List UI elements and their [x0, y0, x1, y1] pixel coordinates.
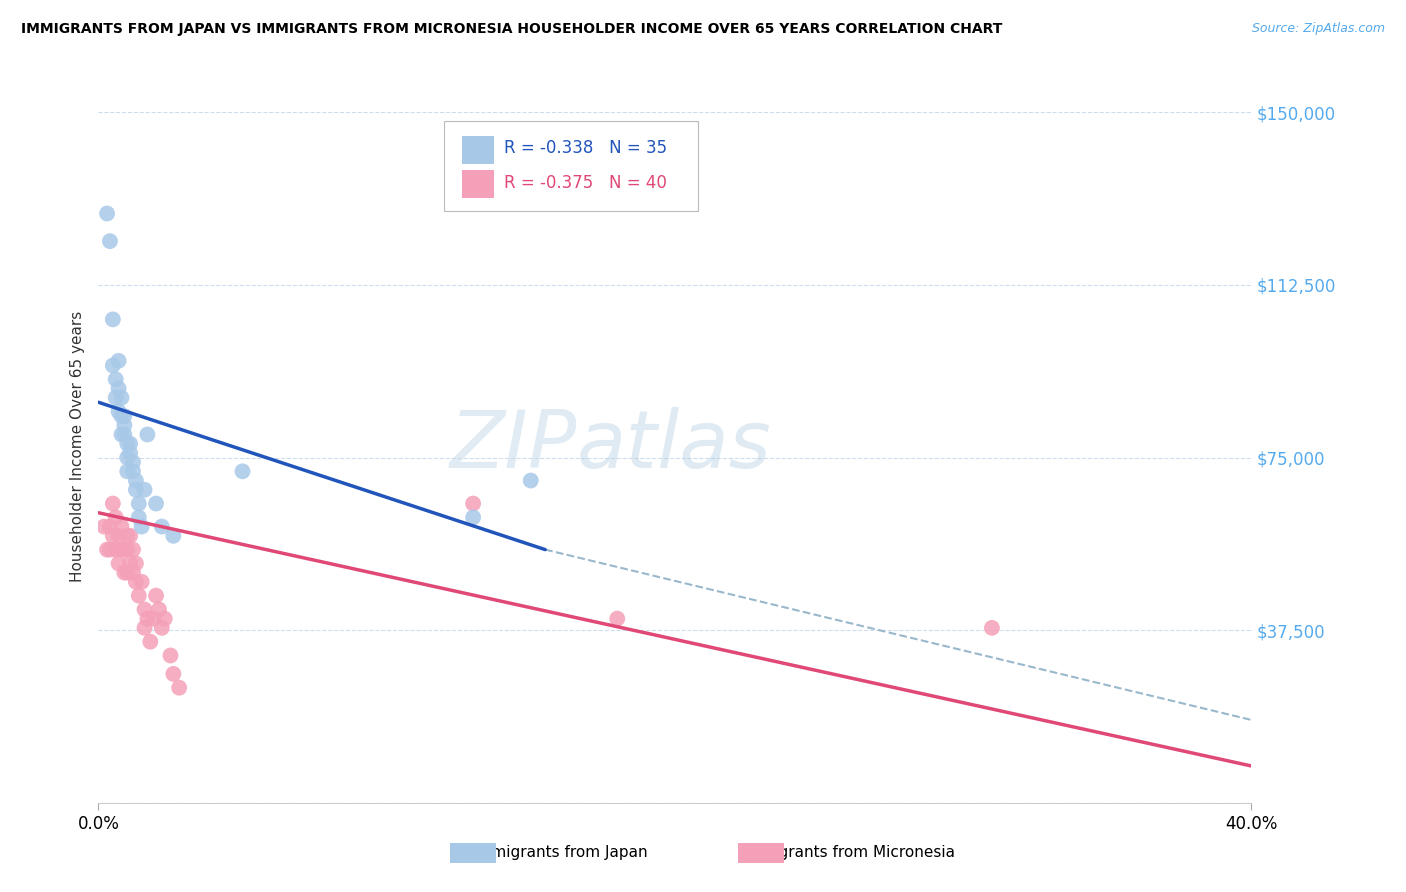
- Point: [122, 464, 145, 478]
- Point: [122, 566, 145, 580]
- Point: [110, 519, 132, 533]
- Point: [104, 542, 127, 557]
- Point: [125, 474, 148, 488]
- Point: [117, 464, 139, 478]
- Text: Immigrants from Micronesia: Immigrants from Micronesia: [741, 846, 955, 860]
- Point: [120, 436, 142, 450]
- Point: [107, 529, 129, 543]
- Point: [145, 589, 167, 603]
- Point: [231, 464, 254, 478]
- Point: [134, 621, 156, 635]
- Bar: [461, 136, 494, 164]
- Point: [148, 602, 170, 616]
- Point: [101, 497, 124, 511]
- Point: [606, 612, 628, 626]
- Point: [120, 446, 142, 460]
- Point: [101, 529, 124, 543]
- Point: [128, 589, 150, 603]
- Point: [107, 557, 129, 571]
- Point: [122, 542, 145, 557]
- Point: [98, 234, 121, 248]
- Point: [117, 566, 139, 580]
- Point: [112, 409, 135, 423]
- Point: [162, 666, 184, 681]
- Point: [98, 542, 121, 557]
- Point: [112, 418, 135, 433]
- Point: [461, 510, 484, 524]
- Point: [139, 634, 162, 648]
- Text: Source: ZipAtlas.com: Source: ZipAtlas.com: [1251, 22, 1385, 36]
- Point: [125, 574, 148, 589]
- Point: [107, 381, 129, 395]
- Bar: [738, 844, 785, 863]
- Point: [107, 404, 129, 418]
- Text: R = -0.375   N = 40: R = -0.375 N = 40: [505, 174, 666, 192]
- Bar: [450, 844, 496, 863]
- Point: [117, 450, 139, 465]
- Point: [122, 455, 145, 469]
- Point: [101, 359, 124, 373]
- Point: [981, 621, 1004, 635]
- Point: [461, 497, 484, 511]
- Point: [96, 542, 118, 557]
- Point: [167, 681, 190, 695]
- Point: [150, 519, 173, 533]
- Point: [520, 474, 543, 488]
- Point: [131, 574, 153, 589]
- Text: atlas: atlas: [576, 407, 772, 485]
- Point: [112, 566, 135, 580]
- FancyBboxPatch shape: [444, 121, 697, 211]
- Point: [110, 427, 132, 442]
- Point: [136, 612, 159, 626]
- Point: [101, 312, 124, 326]
- Point: [117, 529, 139, 543]
- Point: [136, 427, 159, 442]
- Point: [112, 542, 135, 557]
- Point: [120, 557, 142, 571]
- Point: [117, 436, 139, 450]
- Point: [128, 497, 150, 511]
- Point: [110, 542, 132, 557]
- Bar: [461, 169, 494, 198]
- Point: [162, 529, 184, 543]
- Point: [112, 427, 135, 442]
- Point: [125, 483, 148, 497]
- Text: ZIP: ZIP: [450, 407, 576, 485]
- Point: [145, 497, 167, 511]
- Point: [107, 354, 129, 368]
- Point: [117, 542, 139, 557]
- Point: [134, 602, 156, 616]
- Point: [96, 206, 118, 220]
- Point: [150, 621, 173, 635]
- Point: [131, 519, 153, 533]
- Point: [125, 557, 148, 571]
- Point: [110, 409, 132, 423]
- Point: [142, 612, 165, 626]
- Point: [104, 372, 127, 386]
- Point: [98, 519, 121, 533]
- Point: [104, 391, 127, 405]
- Text: Immigrants from Japan: Immigrants from Japan: [472, 846, 647, 860]
- Point: [159, 648, 181, 663]
- Point: [93, 519, 115, 533]
- Point: [120, 529, 142, 543]
- Y-axis label: Householder Income Over 65 years: Householder Income Over 65 years: [69, 310, 84, 582]
- Point: [153, 612, 176, 626]
- Text: R = -0.338   N = 35: R = -0.338 N = 35: [505, 139, 668, 157]
- Point: [110, 391, 132, 405]
- Text: IMMIGRANTS FROM JAPAN VS IMMIGRANTS FROM MICRONESIA HOUSEHOLDER INCOME OVER 65 Y: IMMIGRANTS FROM JAPAN VS IMMIGRANTS FROM…: [21, 22, 1002, 37]
- Point: [128, 510, 150, 524]
- Point: [134, 483, 156, 497]
- Point: [104, 510, 127, 524]
